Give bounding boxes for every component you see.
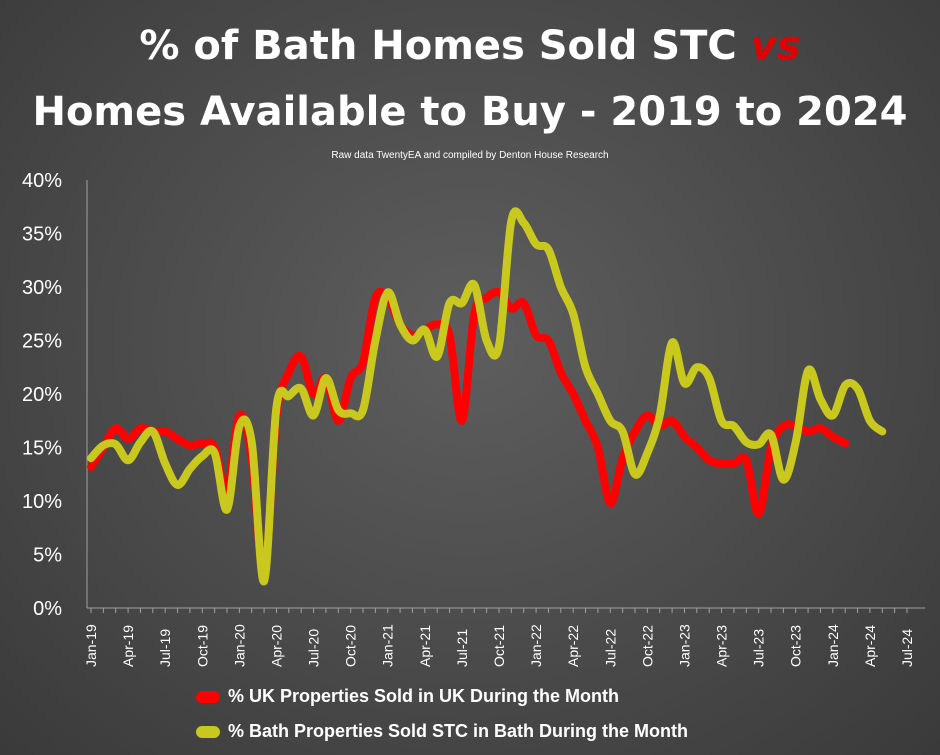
y-tick-label: 20%	[22, 384, 62, 406]
x-tick-label: Oct-23	[788, 625, 804, 667]
x-tick-label: Apr-19	[120, 625, 136, 667]
series-lines	[87, 207, 887, 586]
legend-item-bath: % Bath Properties Sold STC in Bath Durin…	[196, 721, 688, 742]
x-tick-label: Jan-21	[380, 624, 396, 667]
legend-label-uk: % UK Properties Sold in UK During the Mo…	[228, 686, 619, 706]
title-vs: vs	[750, 23, 801, 69]
y-tick-label: 5%	[33, 545, 62, 567]
y-tick-label: 15%	[22, 438, 62, 460]
y-tick-label: 40%	[22, 170, 62, 192]
x-tick-label: Jan-20	[231, 624, 247, 667]
x-tick-label: Jul-24	[899, 629, 915, 667]
legend-swatch-uk	[196, 690, 220, 703]
x-tick-label: Jul-22	[602, 629, 618, 667]
chart-subtitle: Raw data TwentyEA and compiled by Denton…	[331, 150, 609, 161]
y-tick-label: 35%	[22, 224, 62, 246]
x-tick-label: Apr-24	[862, 625, 878, 667]
x-tick-label: Apr-21	[417, 625, 433, 667]
x-tick-label: Oct-19	[194, 625, 210, 667]
legend-label-bath: % Bath Properties Sold STC in Bath Durin…	[228, 721, 689, 741]
x-tick-label: Jul-19	[157, 629, 173, 667]
title-part-1: % of Bath Homes Sold STC	[139, 23, 751, 69]
legend-item-uk: % UK Properties Sold in UK During the Mo…	[196, 686, 619, 707]
x-tick-label: Jan-23	[676, 624, 692, 667]
x-tick-label: Jan-24	[825, 624, 841, 667]
x-tick-label: Jan-22	[528, 624, 544, 667]
x-tick-label: Oct-20	[343, 625, 359, 667]
x-tick-label: Jul-20	[306, 629, 322, 667]
legend-swatch-bath	[196, 725, 220, 738]
x-tick-label: Jan-19	[83, 624, 99, 667]
chart-title-line-1: % of Bath Homes Sold STC vs	[0, 20, 940, 72]
x-tick-label: Jul-23	[751, 629, 767, 667]
series-line-uk	[87, 287, 850, 580]
y-tick-label: 10%	[22, 491, 62, 513]
x-tick-label: Jul-21	[454, 629, 470, 667]
x-tick-label: Apr-23	[714, 625, 730, 667]
chart-title-line-2: Homes Available to Buy - 2019 to 2024	[32, 89, 908, 135]
y-tick-label: 25%	[22, 331, 62, 353]
y-axis-ticks: 0% 5% 10% 15% 20% 25% 30% 35% 40%	[22, 170, 62, 620]
x-axis-ticks: Jan-19 Apr-19 Jul-19 Oct-19 Jan-20 Apr-20 Jul-…	[83, 608, 915, 667]
x-tick-label: Oct-22	[639, 625, 655, 667]
series-line-bath	[87, 207, 887, 586]
y-tick-label: 30%	[22, 277, 62, 299]
x-tick-label: Apr-22	[565, 625, 581, 667]
x-tick-label: Oct-21	[491, 625, 507, 667]
x-tick-label: Apr-20	[268, 625, 284, 667]
y-tick-label: 0%	[33, 598, 62, 620]
